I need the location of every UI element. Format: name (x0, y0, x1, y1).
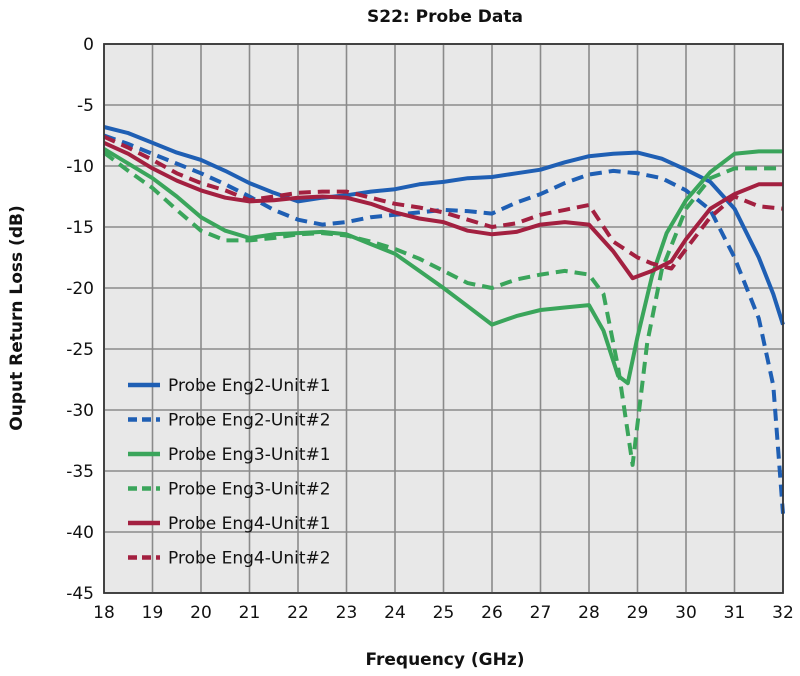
chart-title: S22: Probe Data (367, 7, 523, 27)
x-tick-label: 29 (627, 603, 649, 623)
y-tick-label: -40 (66, 523, 94, 543)
x-tick-label: 21 (239, 603, 261, 623)
y-tick-label: -10 (66, 157, 94, 177)
x-tick-label: 24 (384, 603, 406, 623)
series-line-3 (102, 147, 783, 386)
y-tick-label: -5 (77, 96, 94, 116)
y-tick-label: -20 (66, 279, 94, 299)
x-tick-label: 23 (336, 603, 358, 623)
x-tick-label: 20 (190, 603, 212, 623)
x-tick-label: 25 (433, 603, 455, 623)
y-tick-label: -45 (66, 584, 94, 604)
x-axis-title: Frequency (GHz) (365, 650, 524, 670)
x-tick-label: 27 (530, 603, 552, 623)
x-tick-label: 30 (675, 603, 697, 623)
y-axis-title: Ouput Return Loss (dB) (7, 205, 27, 430)
plot-border (103, 43, 784, 594)
legend-label-1: Probe Eng2-Unit#1 (168, 376, 331, 396)
y-tick-labels: 0 -5 -10 -15 -20 -25 -30 -35 -40 -45 (66, 35, 94, 604)
x-tick-label: 26 (481, 603, 503, 623)
legend-label-2: Probe Eng2-Unit#2 (168, 411, 331, 431)
y-tick-label: 0 (83, 35, 94, 55)
y-tick-label: -25 (66, 340, 94, 360)
series-line-4 (102, 151, 783, 467)
y-tick-label: -30 (66, 401, 94, 421)
series-lines (102, 125, 785, 514)
legend-label-6: Probe Eng4-Unit#2 (168, 549, 331, 569)
series-line-5 (103, 140, 783, 281)
legend-label-4: Probe Eng3-Unit#2 (168, 480, 331, 500)
x-tick-label: 28 (578, 603, 600, 623)
y-tick-label: -35 (66, 462, 94, 482)
series-line-6 (103, 134, 784, 271)
y-tick-label: -15 (66, 218, 94, 238)
legend-label-3: Probe Eng3-Unit#1 (168, 445, 331, 465)
legend-label-5: Probe Eng4-Unit#1 (168, 514, 331, 534)
series-line-1 (103, 125, 785, 326)
legend: Probe Eng2-Unit#1 Probe Eng2-Unit#2 Probe … (128, 376, 331, 569)
x-tick-label: 22 (287, 603, 309, 623)
x-tick-label: 31 (724, 603, 746, 623)
x-tick-label: 19 (142, 603, 164, 623)
x-tick-label: 32 (772, 603, 794, 623)
x-tick-labels: 18 19 20 21 22 23 24 25 26 27 28 29 30 31 32 (93, 603, 794, 623)
x-tick-label: 18 (93, 603, 115, 623)
